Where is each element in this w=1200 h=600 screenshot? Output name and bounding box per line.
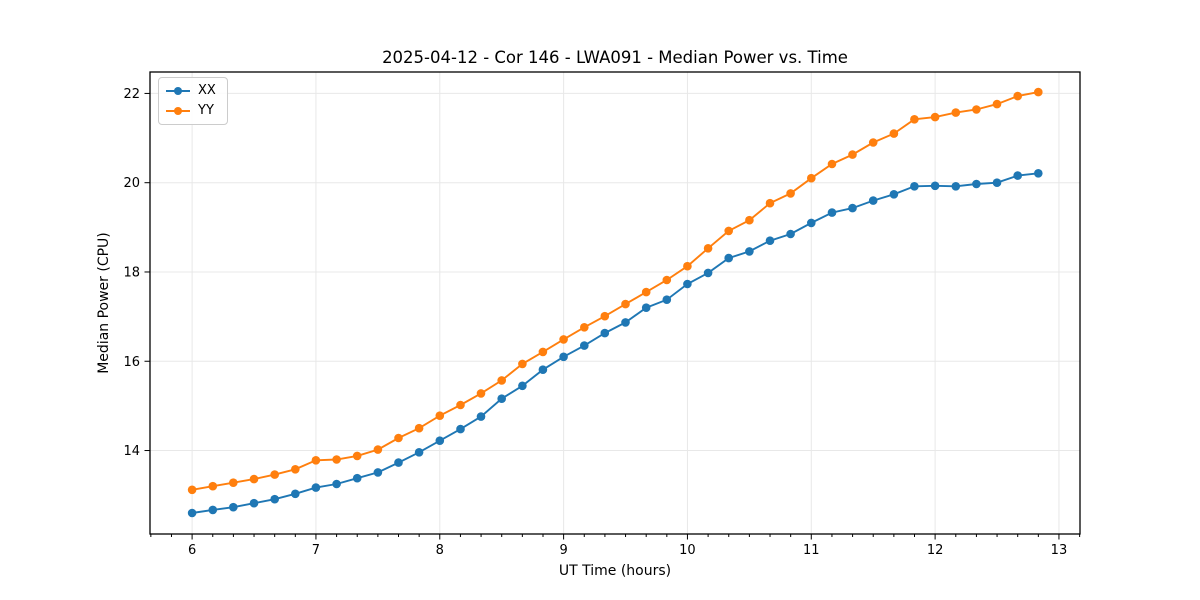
legend-label-yy: YY <box>198 103 214 118</box>
x-tick-label: 7 <box>312 543 320 558</box>
y-tick-label: 16 <box>123 355 140 370</box>
y-tick-label: 20 <box>123 176 140 191</box>
legend: XX YY <box>158 77 228 125</box>
y-tick-label: 14 <box>123 444 140 459</box>
x-tick-label: 12 <box>927 543 944 558</box>
y-axis-label-text: Median Power (CPU) <box>96 232 112 374</box>
series-line-yy <box>191 91 1039 491</box>
legend-item-yy: YY <box>166 103 219 119</box>
legend-item-xx: XX <box>166 83 219 99</box>
chart-title: 2025-04-12 - Cor 146 - LWA091 - Median P… <box>382 48 848 67</box>
x-tick-label: 8 <box>436 543 444 558</box>
tick-labels: 6 7 8 9 10 11 12 13 14 16 18 20 22 <box>123 87 1067 558</box>
legend-label-xx: XX <box>198 83 216 98</box>
x-tick-label: 11 <box>803 543 820 558</box>
series-markers-yy <box>187 87 1043 495</box>
x-tick-label: 9 <box>559 543 567 558</box>
series-yy-swatch-icon <box>166 106 190 116</box>
series-markers-xx <box>187 169 1043 518</box>
series-xx-swatch-icon <box>166 86 190 96</box>
y-tick-label: 22 <box>123 87 140 102</box>
x-axis-label: UT Time (hours) <box>558 563 672 579</box>
gridlines <box>150 72 1080 534</box>
x-tick-label: 10 <box>679 543 696 558</box>
axes-frame <box>149 71 1081 535</box>
x-tick-label: 6 <box>188 543 196 558</box>
y-tick-label: 18 <box>123 265 140 280</box>
x-tick-label: 13 <box>1051 543 1068 558</box>
tick-marks <box>144 92 1081 540</box>
